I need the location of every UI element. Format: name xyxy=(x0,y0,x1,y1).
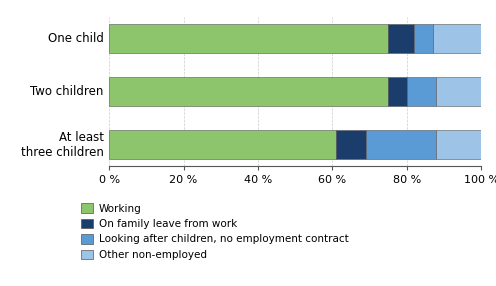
Bar xyxy=(433,24,481,53)
Bar xyxy=(109,24,388,53)
Bar xyxy=(407,77,436,106)
Bar xyxy=(388,77,407,106)
Bar xyxy=(109,130,336,159)
Bar xyxy=(436,130,481,159)
Bar xyxy=(388,24,414,53)
Legend: Working, On family leave from work, Looking after children, no employment contra: Working, On family leave from work, Look… xyxy=(77,199,353,264)
Bar xyxy=(414,24,433,53)
Bar xyxy=(109,77,388,106)
Bar xyxy=(336,130,366,159)
Bar xyxy=(436,77,481,106)
Bar xyxy=(366,130,436,159)
